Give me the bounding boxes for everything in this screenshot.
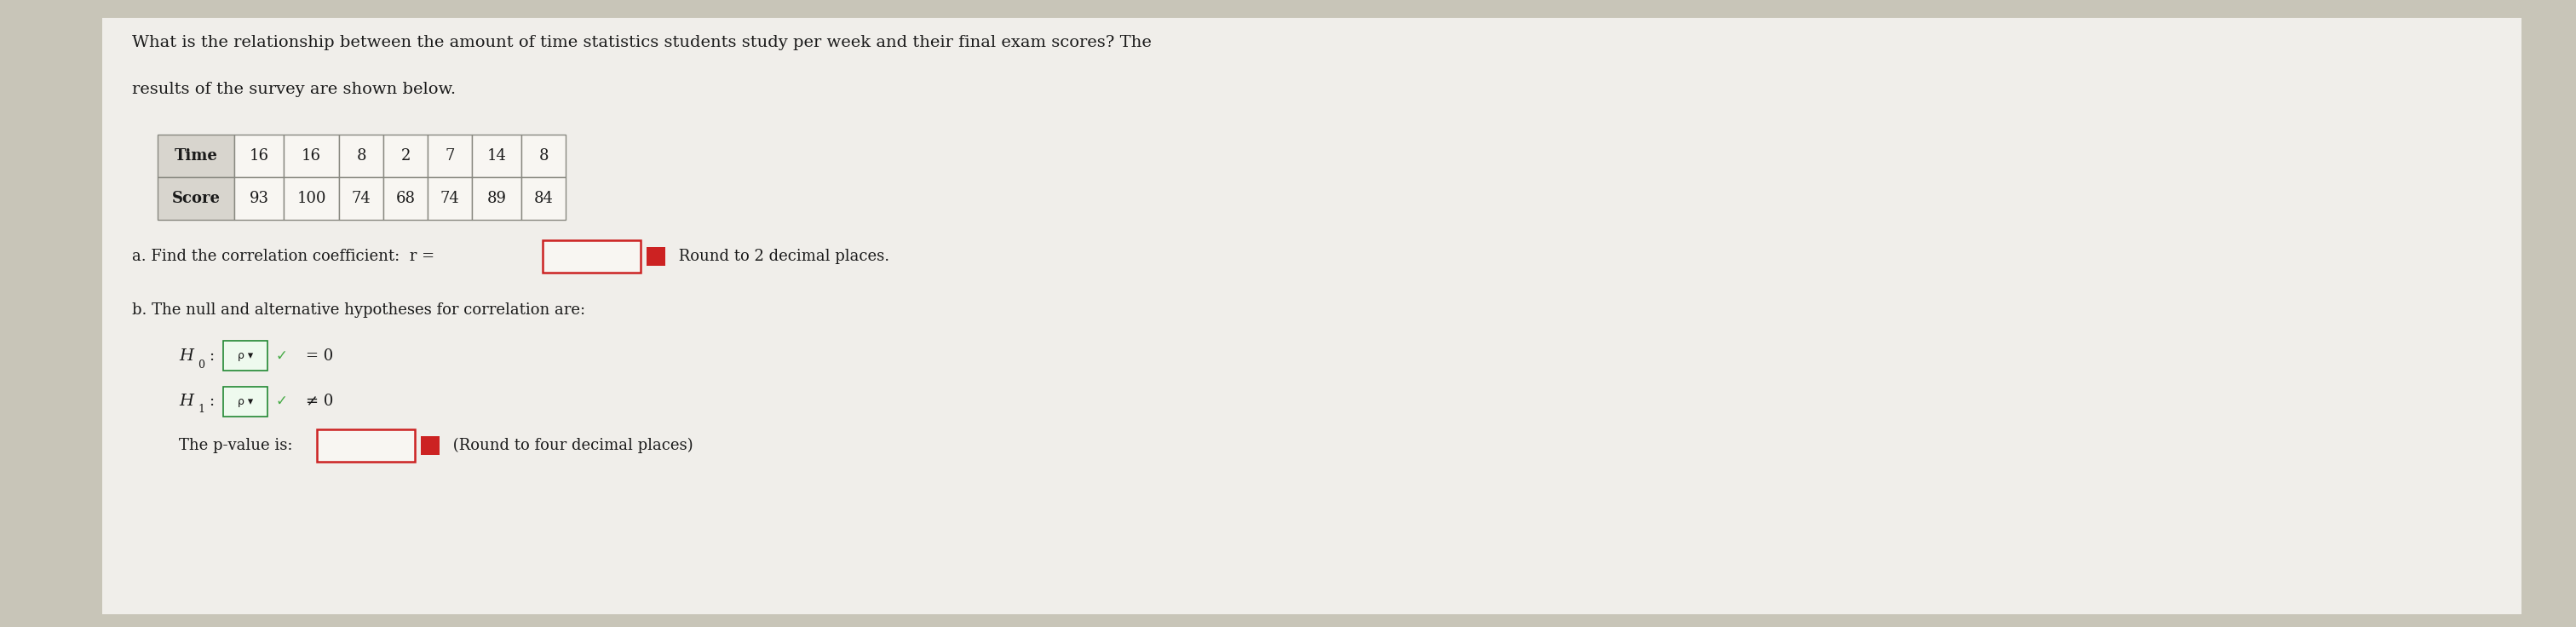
Bar bbox=[384, 135, 428, 177]
Text: results of the survey are shown below.: results of the survey are shown below. bbox=[131, 82, 456, 97]
Text: (Round to four decimal places): (Round to four decimal places) bbox=[448, 438, 693, 453]
Text: 14: 14 bbox=[487, 148, 507, 164]
Text: 0: 0 bbox=[198, 359, 204, 370]
Text: What is the relationship between the amount of time statistics students study pe: What is the relationship between the amo… bbox=[131, 35, 1151, 50]
Bar bbox=[340, 135, 384, 177]
Bar bbox=[428, 177, 471, 220]
Text: ≠ 0: ≠ 0 bbox=[307, 394, 332, 409]
Text: 68: 68 bbox=[397, 191, 415, 206]
Text: 100: 100 bbox=[296, 191, 327, 206]
Bar bbox=[520, 135, 567, 177]
Bar bbox=[317, 429, 415, 461]
Text: 16: 16 bbox=[250, 148, 268, 164]
Bar bbox=[544, 240, 641, 273]
Text: Time: Time bbox=[175, 148, 216, 164]
Text: 74: 74 bbox=[440, 191, 459, 206]
Text: 74: 74 bbox=[350, 191, 371, 206]
Text: 1: 1 bbox=[198, 404, 204, 415]
Text: a. Find the correlation coefficient:  r =: a. Find the correlation coefficient: r = bbox=[131, 249, 435, 264]
Text: = 0: = 0 bbox=[307, 349, 332, 364]
Text: H: H bbox=[178, 394, 193, 409]
Text: ρ ▾: ρ ▾ bbox=[237, 350, 252, 362]
Bar bbox=[234, 177, 283, 220]
Bar bbox=[428, 135, 471, 177]
Text: :: : bbox=[209, 349, 219, 364]
Text: 93: 93 bbox=[250, 191, 268, 206]
Bar bbox=[340, 177, 384, 220]
Text: ✓: ✓ bbox=[276, 349, 289, 364]
Text: 84: 84 bbox=[533, 191, 554, 206]
Bar bbox=[520, 177, 567, 220]
Text: 8: 8 bbox=[355, 148, 366, 164]
Text: ✓: ✓ bbox=[276, 394, 289, 409]
Bar bbox=[471, 177, 520, 220]
Bar bbox=[283, 135, 340, 177]
Bar bbox=[420, 436, 440, 455]
Text: Round to 2 decimal places.: Round to 2 decimal places. bbox=[675, 249, 889, 264]
Bar bbox=[157, 135, 234, 177]
Bar bbox=[471, 135, 520, 177]
Text: 2: 2 bbox=[402, 148, 410, 164]
Bar bbox=[234, 135, 283, 177]
Text: The p-value is:: The p-value is: bbox=[178, 438, 294, 453]
Bar bbox=[647, 247, 665, 266]
Text: 89: 89 bbox=[487, 191, 507, 206]
Text: :: : bbox=[209, 394, 219, 409]
Text: 8: 8 bbox=[538, 148, 549, 164]
Bar bbox=[224, 386, 268, 416]
Bar bbox=[224, 341, 268, 371]
Text: H: H bbox=[178, 349, 193, 364]
Text: b. The null and alternative hypotheses for correlation are:: b. The null and alternative hypotheses f… bbox=[131, 302, 585, 318]
Text: ρ ▾: ρ ▾ bbox=[237, 396, 252, 407]
Text: Score: Score bbox=[173, 191, 219, 206]
Bar bbox=[384, 177, 428, 220]
Text: 7: 7 bbox=[446, 148, 453, 164]
Bar bbox=[157, 177, 234, 220]
Bar bbox=[283, 177, 340, 220]
Text: 16: 16 bbox=[301, 148, 322, 164]
